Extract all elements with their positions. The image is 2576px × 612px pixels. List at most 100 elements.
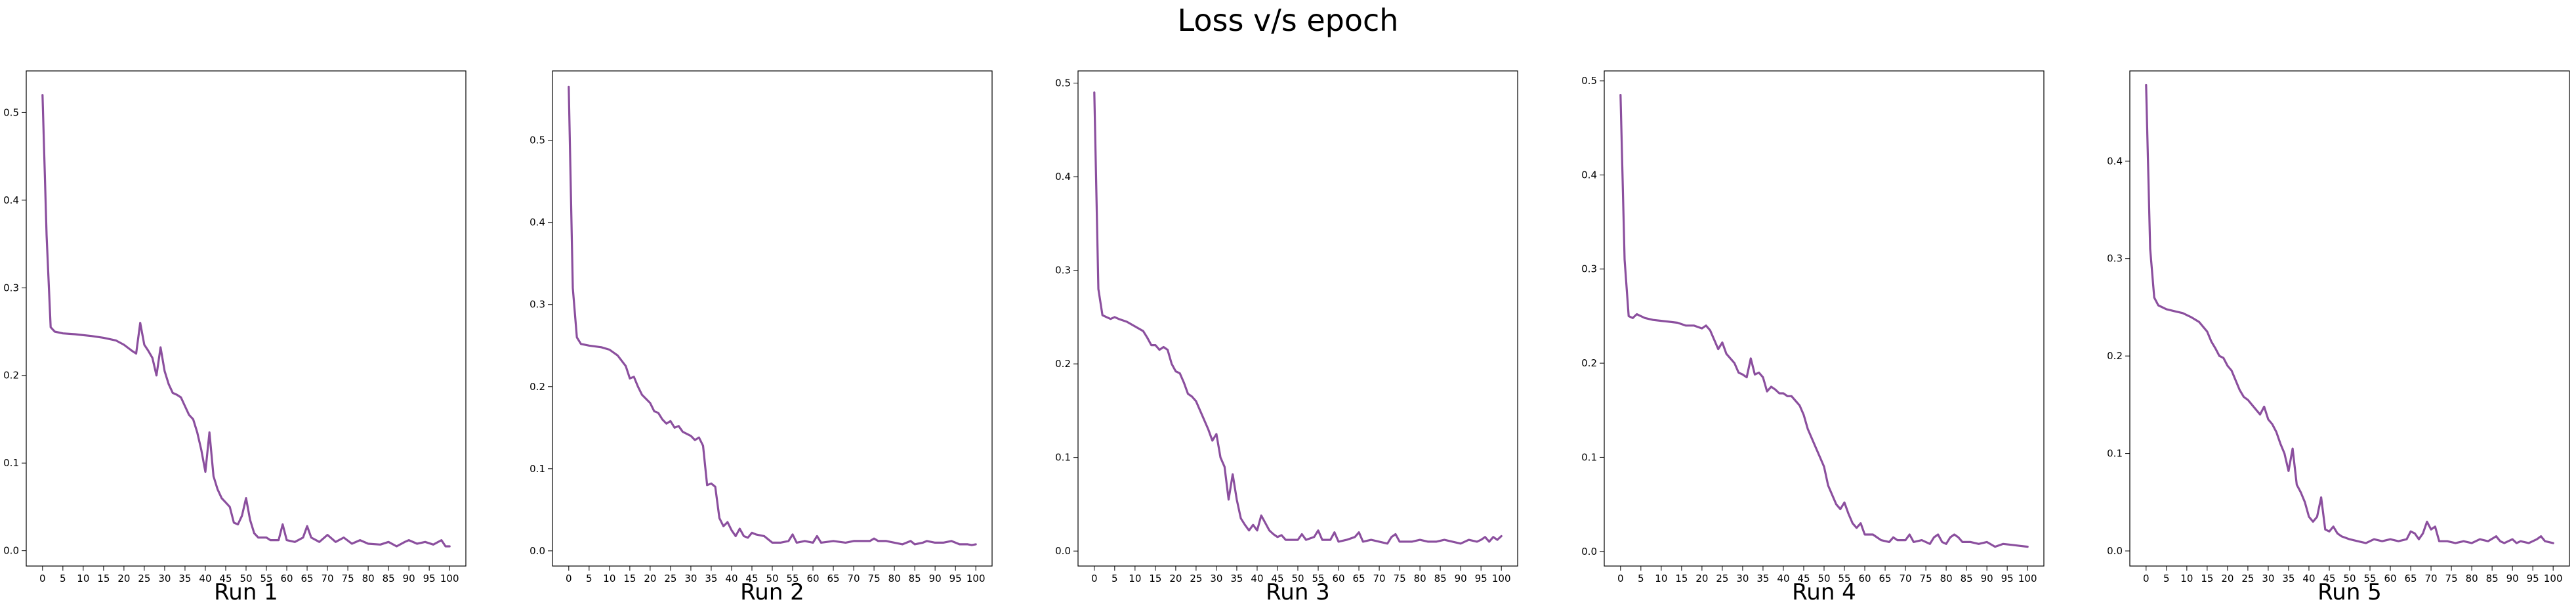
x-tick-label: 65 [1353,573,1365,584]
y-tick-label: 0.3 [3,282,19,294]
x-tick-label: 45 [219,573,232,584]
y-tick-label: 0.5 [1055,77,1071,89]
axes-frame [26,70,467,567]
x-tick-label: 100 [440,573,459,584]
x-axis-label: Run 2 [740,579,804,605]
x-tick-label: 35 [2282,573,2295,584]
subplot-run-1: 0 5 10 15 20 25 30 35 40 45 50 55 60 65 70 75 80 85 90 95 10… [3,70,467,605]
x-tick-label: 20 [117,573,130,584]
x-tick-label: 60 [806,573,819,584]
x-tick-label: 90 [2506,573,2519,584]
x-tick-label: 50 [1818,573,1830,584]
y-tick-label: 0.3 [2107,253,2123,265]
x-tick-label: 35 [1230,573,1243,584]
x-tick-label: 85 [909,573,921,584]
x-tick-label: 95 [1475,573,1487,584]
x-tick-label: 25 [2241,573,2254,584]
x-tick-label: 10 [603,573,615,584]
x-tick-label: 75 [342,573,354,584]
x-tick-label: 60 [280,573,293,584]
loss-series-line [2145,83,2554,544]
x-tick-label: 45 [1271,573,1283,584]
x-tick-label: 20 [644,573,656,584]
x-tick-label: 70 [1900,573,1912,584]
x-tick-label: 65 [2405,573,2417,584]
x-tick-label: 45 [745,573,758,584]
x-axis-label: Run 3 [1266,579,1330,605]
x-tick-label: 100 [1492,573,1511,584]
x-tick-label: 10 [2180,573,2193,584]
x-tick-label: 85 [1434,573,1447,584]
x-tick-label: 5 [586,573,592,584]
y-tick-label: 0.0 [530,545,545,557]
x-tick-label: 60 [1332,573,1344,584]
x-tick-label: 30 [1736,573,1749,584]
y-tick-label: 0.3 [1055,265,1071,276]
x-tick-label: 95 [2527,573,2539,584]
y-tick-label: 0.1 [530,463,545,475]
y-tick-label: 0.0 [1055,545,1071,557]
x-tick-label: 15 [2201,573,2213,584]
x-tick-label: 15 [1149,573,1161,584]
x-tick-label: 25 [1716,573,1728,584]
x-tick-label: 25 [664,573,676,584]
loss-series-line [41,94,451,548]
y-tick-label: 0.2 [530,381,545,393]
x-tick-label: 95 [423,573,436,584]
y-tick-label: 0.1 [3,457,19,469]
x-tick-label: 55 [786,573,799,584]
x-tick-label: 40 [199,573,211,584]
y-tick-label: 0.1 [1581,451,1597,463]
x-tick-label: 5 [2163,573,2170,584]
x-tick-label: 100 [2018,573,2037,584]
x-tick-label: 15 [1675,573,1688,584]
x-tick-label: 30 [158,573,171,584]
x-tick-label: 20 [2221,573,2233,584]
x-tick-label: 45 [2323,573,2335,584]
x-axis-label: Run 4 [1792,579,1856,605]
x-tick-label: 30 [1210,573,1222,584]
y-tick-label: 0.5 [530,135,545,146]
x-tick-label: 50 [239,573,252,584]
loss-series-line [568,85,977,546]
x-tick-label: 35 [178,573,191,584]
x-tick-label: 25 [138,573,150,584]
x-tick-label: 55 [260,573,272,584]
figure-title: Loss v/s epoch [1177,3,1399,38]
x-tick-label: 35 [1756,573,1769,584]
x-tick-label: 90 [929,573,942,584]
y-tick-label: 0.0 [3,545,19,557]
y-tick-label: 0.3 [530,299,545,311]
x-tick-label: 80 [362,573,375,584]
x-tick-label: 70 [322,573,334,584]
x-tick-label: 65 [827,573,840,584]
x-tick-label: 5 [1638,573,1644,584]
subplot-run-5: 0 5 10 15 20 25 30 35 40 45 50 55 60 65 70 75 80 85 90 95 10… [2107,70,2570,605]
x-tick-label: 100 [966,573,986,584]
x-tick-label: 55 [1838,573,1850,584]
x-tick-label: 5 [1111,573,1118,584]
y-tick-label: 0.1 [2107,448,2123,460]
x-tick-label: 85 [383,573,395,584]
x-tick-label: 60 [1858,573,1871,584]
y-tick-label: 0.2 [2107,350,2123,362]
x-tick-label: 70 [2425,573,2438,584]
y-tick-label: 0.4 [2107,155,2123,167]
axes-frame [1077,70,1518,567]
x-tick-label: 40 [1251,573,1263,584]
axes-frame [1604,70,2045,567]
y-tick-label: 0.3 [1581,263,1597,275]
x-tick-label: 70 [848,573,860,584]
x-tick-label: 70 [1373,573,1386,584]
x-tick-label: 65 [1879,573,1892,584]
x-tick-label: 55 [1312,573,1324,584]
axes-frame [2129,70,2570,567]
x-tick-label: 5 [60,573,66,584]
y-tick-label: 0.2 [3,370,19,382]
x-tick-label: 40 [1777,573,1789,584]
x-axis-label: Run 5 [2317,579,2382,605]
x-tick-label: 75 [1394,573,1406,584]
x-tick-label: 10 [1129,573,1141,584]
x-tick-label: 80 [1940,573,1953,584]
